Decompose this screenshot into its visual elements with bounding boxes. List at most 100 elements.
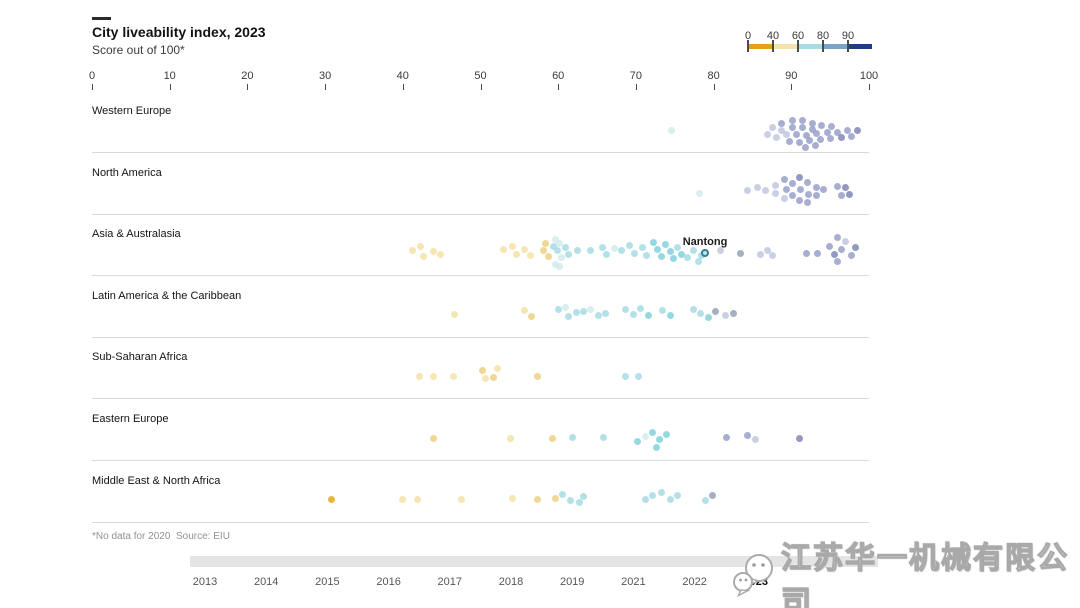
city-dot — [574, 246, 582, 254]
legend-segment — [823, 44, 848, 49]
city-dot — [420, 252, 428, 260]
city-dot — [545, 252, 553, 260]
legend-segment — [848, 44, 872, 49]
title-rule — [92, 17, 111, 20]
city-dot — [843, 126, 851, 134]
city-dot — [673, 492, 681, 500]
region-row: Asia & Australasia Nantong — [0, 219, 1080, 281]
city-dot — [833, 128, 841, 136]
city-dot — [449, 372, 457, 380]
year-label: 2016 — [376, 576, 401, 588]
year-label: 2013 — [192, 576, 218, 588]
city-dot — [637, 305, 645, 313]
region-label: Middle East & North Africa — [92, 474, 221, 487]
axis-tick-mark — [791, 84, 793, 90]
city-dot — [834, 183, 842, 191]
city-dot — [399, 496, 407, 504]
year-label: 2015 — [315, 576, 340, 588]
city-dot — [602, 310, 610, 318]
city-dot — [656, 435, 664, 443]
city-dot — [586, 246, 594, 254]
city-dot — [789, 180, 797, 188]
city-dot — [598, 243, 606, 251]
city-dot — [689, 246, 697, 254]
city-dot — [429, 247, 437, 255]
city-dot — [852, 243, 860, 251]
city-dot — [801, 143, 809, 151]
year-label: 2021 — [621, 576, 646, 588]
chart-title: City liveability index, 2023 — [92, 24, 266, 40]
city-dot — [789, 192, 797, 200]
city-dot — [796, 138, 804, 146]
city-dot — [788, 116, 796, 124]
city-dot — [621, 372, 629, 380]
city-dot — [814, 249, 822, 257]
city-dot — [482, 374, 490, 382]
city-dot — [730, 310, 738, 318]
city-dot — [539, 246, 547, 254]
watermark: 江苏华一机械有限公司 — [731, 533, 1080, 608]
city-dot — [630, 249, 638, 257]
city-dot — [551, 260, 559, 268]
city-dot — [772, 190, 780, 198]
city-dot — [786, 137, 794, 145]
axis-tick-mark — [558, 84, 560, 90]
city-dot — [576, 499, 584, 507]
axis-tick-label: 20 — [241, 70, 254, 82]
axis-tick-label: 50 — [474, 70, 487, 82]
city-dot — [796, 174, 804, 182]
year-label: 2018 — [498, 576, 524, 588]
city-dot — [642, 251, 650, 259]
row-divider — [92, 275, 869, 277]
city-dot — [762, 187, 770, 195]
region-row: Sub-Saharan Africa — [0, 342, 1080, 404]
city-dot — [744, 187, 752, 195]
region-label: Eastern Europe — [92, 413, 169, 425]
city-dot — [599, 433, 607, 441]
row-divider — [92, 398, 869, 400]
legend-tick-mark — [747, 40, 749, 52]
city-dot — [437, 250, 445, 258]
city-dot — [610, 244, 618, 252]
legend-tick-mark — [772, 40, 774, 52]
axis-tick-mark — [869, 84, 870, 90]
city-dot — [526, 251, 534, 259]
region-row: Western Europe — [0, 96, 1080, 158]
city-dot — [451, 311, 459, 319]
city-dot — [804, 191, 812, 199]
year-label: 2019 — [559, 576, 585, 588]
city-dot — [670, 254, 678, 262]
city-dot — [788, 123, 796, 131]
city-dot — [556, 262, 564, 270]
city-dot — [783, 130, 791, 138]
city-dot — [417, 242, 425, 250]
year-label: 2017 — [437, 576, 463, 588]
region-row: Eastern Europe — [0, 404, 1080, 466]
city-dot — [813, 129, 821, 137]
legend-tick-label: 0 — [744, 30, 752, 42]
city-dot — [820, 186, 828, 194]
axis-tick-mark — [325, 84, 327, 90]
city-dot — [812, 192, 820, 200]
axis-tick-mark — [480, 84, 482, 90]
city-dot — [736, 249, 744, 257]
timeline-track — [190, 556, 878, 567]
city-dot — [808, 125, 816, 133]
city-dot — [580, 493, 588, 501]
city-dot — [802, 249, 810, 257]
city-dot — [666, 312, 674, 320]
region-row: North America — [0, 158, 1080, 220]
city-dot — [806, 136, 814, 144]
city-dot — [842, 237, 850, 245]
axis-tick-label: 10 — [163, 70, 176, 82]
city-dot — [764, 246, 772, 254]
year-label: 2014 — [253, 576, 279, 588]
city-dot — [429, 372, 437, 380]
city-dot — [650, 238, 658, 246]
city-dot — [803, 131, 811, 139]
city-dot — [804, 179, 812, 187]
region-row: Latin America & the Caribbean — [0, 281, 1080, 343]
city-dot — [694, 257, 702, 265]
city-dot — [528, 313, 536, 321]
axis-tick-mark — [635, 84, 637, 90]
